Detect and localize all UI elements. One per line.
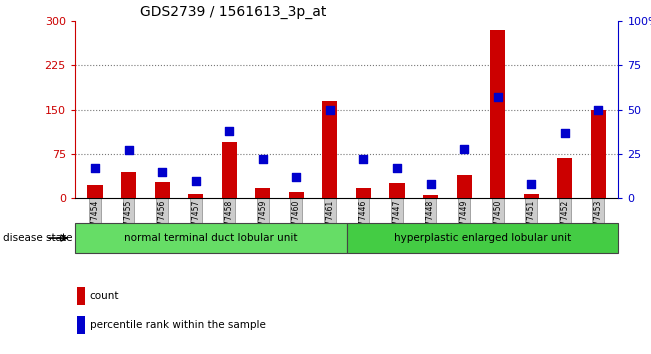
Point: [392, 165, 402, 171]
Point: [123, 148, 133, 153]
Text: percentile rank within the sample: percentile rank within the sample: [90, 320, 266, 330]
Bar: [154, 182, 170, 198]
Bar: [121, 172, 136, 198]
Point: [459, 146, 469, 152]
Bar: [590, 110, 606, 198]
Bar: [456, 175, 471, 198]
Bar: [356, 188, 371, 198]
Bar: [389, 183, 404, 198]
Bar: [289, 192, 304, 198]
Bar: [322, 101, 337, 198]
Text: normal terminal duct lobular unit: normal terminal duct lobular unit: [124, 233, 298, 243]
Point: [325, 107, 335, 113]
Point: [258, 156, 268, 162]
Bar: [77, 316, 85, 334]
Bar: [346, 223, 618, 253]
Bar: [87, 185, 103, 198]
Text: GDS2739 / 1561613_3p_at: GDS2739 / 1561613_3p_at: [140, 5, 326, 19]
Bar: [188, 194, 203, 198]
Point: [358, 156, 368, 162]
Bar: [75, 223, 346, 253]
Point: [425, 181, 436, 187]
Bar: [490, 30, 505, 198]
Bar: [222, 142, 237, 198]
Bar: [255, 188, 270, 198]
Text: disease state: disease state: [3, 233, 73, 243]
Text: count: count: [90, 291, 119, 301]
Point: [526, 181, 536, 187]
Bar: [557, 158, 572, 198]
Point: [560, 130, 570, 136]
Text: hyperplastic enlarged lobular unit: hyperplastic enlarged lobular unit: [394, 233, 571, 243]
Point: [90, 165, 100, 171]
Point: [157, 169, 167, 175]
Point: [291, 174, 301, 180]
Point: [492, 95, 503, 100]
Point: [593, 107, 603, 113]
Bar: [423, 195, 438, 198]
Point: [191, 178, 201, 183]
Bar: [77, 287, 85, 305]
Bar: [523, 194, 539, 198]
Point: [224, 128, 234, 134]
